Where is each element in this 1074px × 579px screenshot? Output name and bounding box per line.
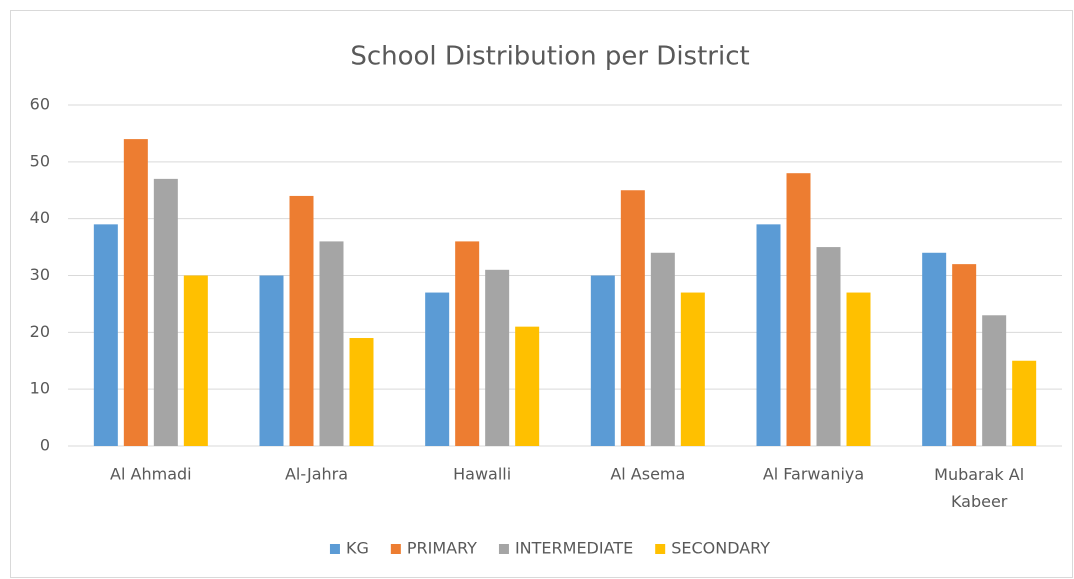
bar bbox=[1012, 360, 1037, 446]
legend-label: INTERMEDIATE bbox=[515, 539, 633, 558]
bar bbox=[93, 224, 118, 446]
bar bbox=[349, 338, 374, 446]
bar bbox=[786, 173, 811, 446]
x-tick-label: Hawalli bbox=[453, 465, 511, 484]
bar bbox=[259, 275, 284, 446]
chart-title: School Distribution per District bbox=[350, 42, 749, 72]
y-tick-label: 60 bbox=[30, 95, 50, 114]
x-tick-label: Al-Jahra bbox=[285, 465, 348, 484]
legend-label: PRIMARY bbox=[407, 539, 477, 558]
legend-swatch bbox=[498, 544, 509, 554]
bar bbox=[922, 252, 947, 446]
bar bbox=[846, 292, 871, 446]
bar bbox=[816, 247, 841, 446]
y-tick-label: 10 bbox=[30, 379, 50, 398]
y-tick-label: 50 bbox=[30, 151, 50, 170]
bar bbox=[289, 195, 314, 446]
bar bbox=[650, 252, 675, 446]
bar bbox=[680, 292, 705, 446]
y-tick-label: 0 bbox=[40, 436, 50, 455]
y-tick-label: 20 bbox=[30, 322, 50, 341]
legend-swatch bbox=[329, 544, 340, 554]
bar bbox=[515, 326, 540, 446]
legend-label: SECONDARY bbox=[671, 539, 770, 558]
y-tick-label: 30 bbox=[30, 265, 50, 284]
bar bbox=[485, 269, 510, 446]
bar bbox=[620, 190, 645, 446]
bar bbox=[153, 178, 178, 446]
bar bbox=[952, 264, 977, 446]
bar bbox=[425, 292, 450, 446]
x-tick-label: Mubarak Al Kabeer bbox=[934, 465, 1024, 511]
bar bbox=[319, 241, 344, 446]
x-tick-label: Al Ahmadi bbox=[110, 465, 192, 484]
bar bbox=[183, 275, 208, 446]
bar bbox=[123, 139, 148, 446]
bar bbox=[982, 315, 1007, 446]
x-tick-label: Al Farwaniya bbox=[763, 465, 864, 484]
bar bbox=[590, 275, 615, 446]
bar bbox=[756, 224, 781, 446]
y-tick-label: 40 bbox=[30, 208, 50, 227]
bar bbox=[455, 241, 480, 446]
legend-swatch bbox=[655, 544, 666, 554]
x-tick-label: Al Asema bbox=[610, 465, 685, 484]
legend-swatch bbox=[390, 544, 401, 554]
legend-label: KG bbox=[346, 539, 369, 558]
